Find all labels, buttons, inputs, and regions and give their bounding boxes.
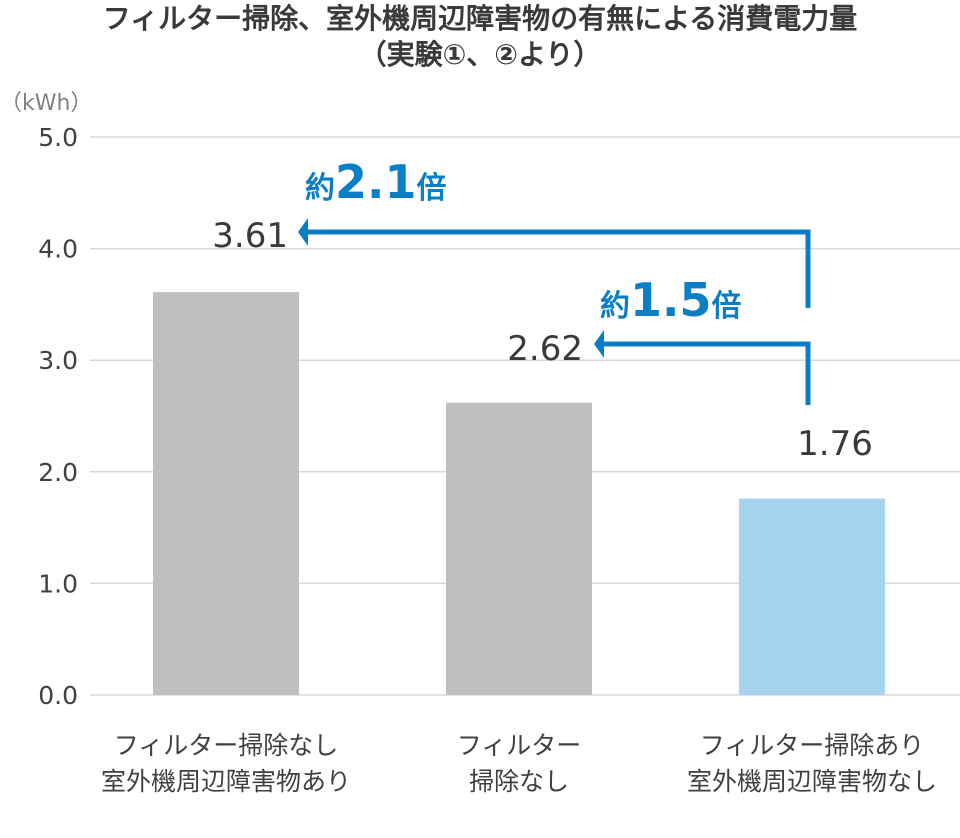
bar (153, 292, 299, 695)
x-label-line: 室外機周辺障害物なし (686, 767, 937, 796)
bar (446, 402, 592, 695)
annotation-arrow (604, 341, 811, 405)
arrowhead-icon (594, 330, 604, 358)
x-label-line: 掃除なし (468, 767, 569, 796)
x-label-line: フィルター掃除あり (699, 731, 925, 760)
y-tick-label: 2.0 (38, 458, 78, 487)
chart-subtitle: （実験①、②より） (358, 38, 602, 71)
bar (739, 498, 885, 695)
chart-title: フィルター掃除、室外機周辺障害物の有無による消費電力量 (102, 2, 858, 35)
x-label-0: フィルター掃除なし 室外機周辺障害物あり (76, 728, 376, 800)
y-tick-label: 0.0 (38, 681, 78, 710)
ratio-annotation: 約2.1倍 (305, 155, 447, 209)
data-label: 1.76 (797, 424, 873, 464)
y-tick-label: 1.0 (38, 569, 78, 598)
y-tick-label: 4.0 (38, 235, 78, 264)
x-label-line: 室外機周辺障害物あり (100, 767, 351, 796)
y-tick-label: 3.0 (38, 346, 78, 375)
arrowhead-icon (298, 218, 308, 246)
data-label: 2.62 (507, 329, 583, 369)
y-tick-label: 5.0 (38, 123, 78, 152)
annotation-arrow (308, 229, 811, 308)
ratio-annotation: 約1.5倍 (600, 273, 742, 327)
x-label-2: フィルター掃除あり 室外機周辺障害物なし (662, 728, 960, 800)
x-label-1: フィルター 掃除なし (369, 728, 669, 800)
y-axis-label: （kWh） (0, 91, 92, 116)
data-label: 3.61 (212, 216, 288, 256)
x-label-line: フィルター (456, 731, 582, 760)
x-label-line: フィルター掃除なし (113, 731, 339, 760)
